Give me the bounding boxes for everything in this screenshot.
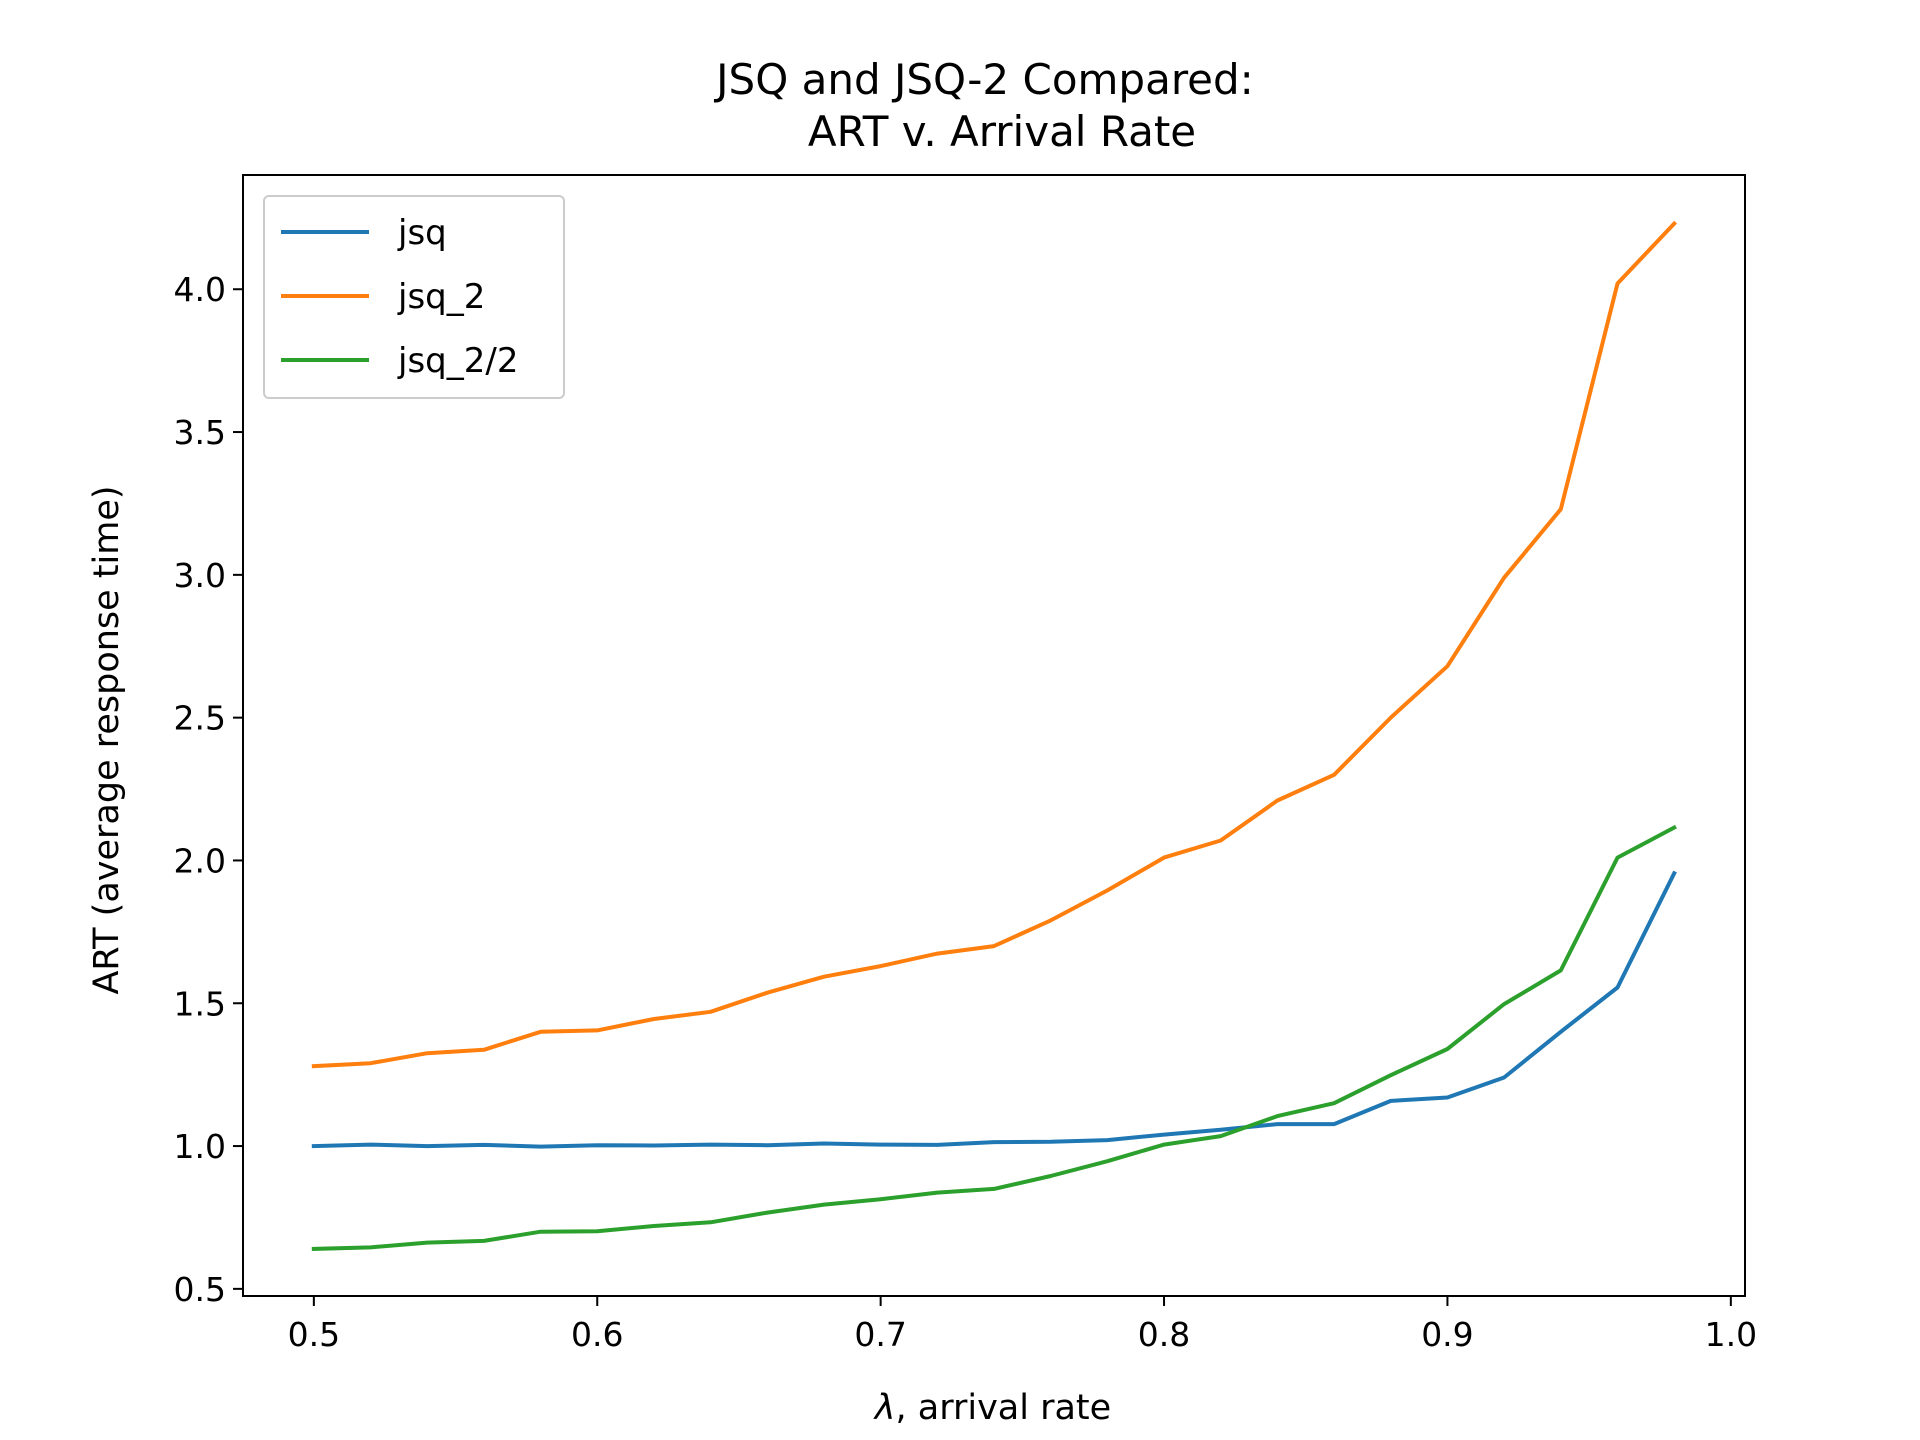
- y-tick-label: 1.0: [174, 1127, 226, 1166]
- y-axis-label: ART (average response time): [87, 485, 127, 994]
- legend-label: jsq_2/2: [397, 341, 518, 381]
- x-tick-label: 0.9: [1421, 1315, 1473, 1354]
- x-tick-label: 0.6: [571, 1315, 623, 1354]
- y-tick-label: 0.5: [174, 1270, 226, 1309]
- plot-area-frame: [242, 174, 1746, 1297]
- legend-box: [263, 195, 565, 399]
- chart-subtitle: ART v. Arrival Rate: [808, 107, 1196, 156]
- series-line-jsq-2: [311, 220, 1678, 1069]
- x-axis-label: λ, arrival rate: [873, 1388, 1111, 1428]
- y-tick-label: 3.5: [174, 413, 226, 452]
- x-axis-symbol: λ: [873, 1388, 896, 1428]
- series-line-jsq: [311, 870, 1677, 1149]
- legend-label: jsq_2: [397, 277, 485, 317]
- y-tick-label: 4.0: [174, 270, 226, 309]
- series-lines: [311, 220, 1678, 1251]
- y-tick-label: 2.0: [174, 841, 226, 880]
- x-tick-label: 0.7: [854, 1315, 906, 1354]
- y-tick-label: 2.5: [174, 699, 226, 738]
- y-tick-label: 3.0: [174, 556, 226, 595]
- series-line-jsq-2-2: [311, 824, 1677, 1251]
- legend: jsq jsq_2 jsq_2/2: [263, 195, 565, 399]
- x-tick-label: 0.5: [288, 1315, 340, 1354]
- x-axis-label-text: , arrival rate: [896, 1388, 1112, 1428]
- chart-title: JSQ and JSQ-2 Compared:: [713, 55, 1254, 104]
- legend-label: jsq: [397, 213, 447, 253]
- x-axis-ticks: 0.5 0.6 0.7 0.8 0.9 1.0: [288, 1296, 1757, 1354]
- x-tick-label: 1.0: [1705, 1315, 1757, 1354]
- y-tick-label: 1.5: [174, 984, 226, 1023]
- x-tick-label: 0.8: [1138, 1315, 1190, 1354]
- y-axis-ticks: 0.5 1.0 1.5 2.0 2.5 3.0 3.5 4.0: [174, 270, 243, 1309]
